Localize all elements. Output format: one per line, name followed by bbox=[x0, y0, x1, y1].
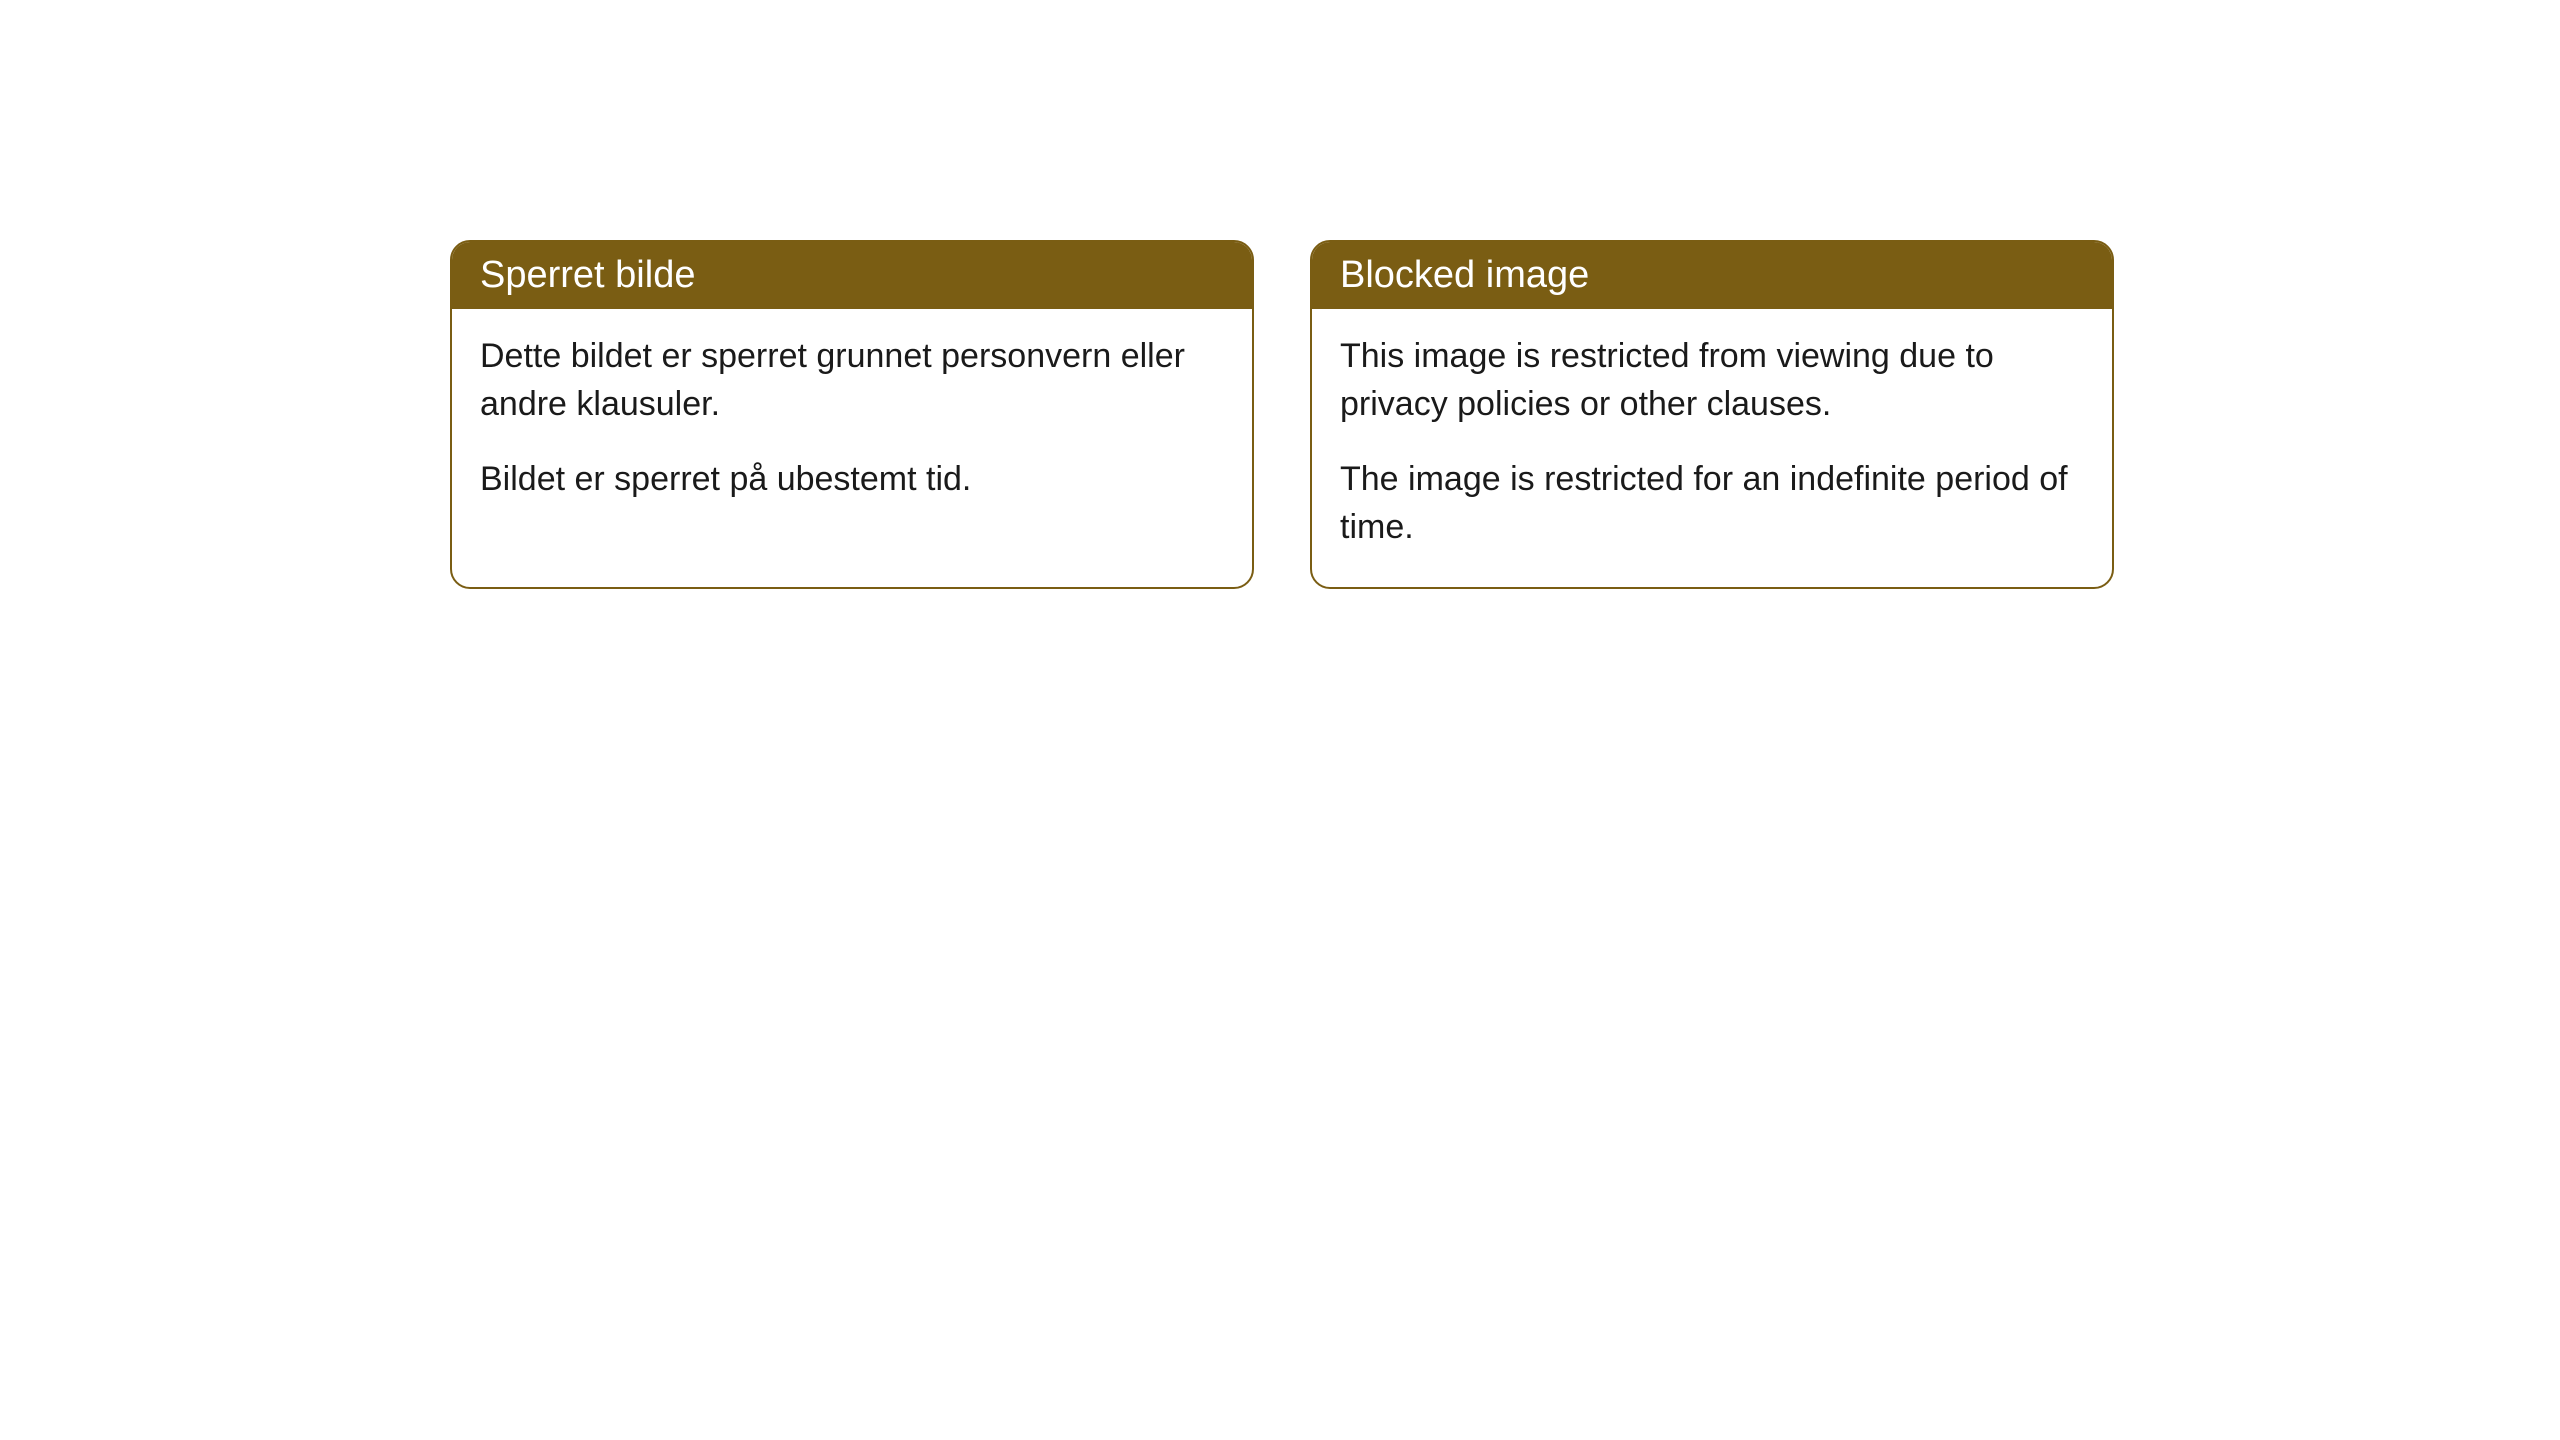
card-body-en: This image is restricted from viewing du… bbox=[1312, 309, 2112, 587]
card-header-no: Sperret bilde bbox=[452, 242, 1252, 309]
card-text-no-2: Bildet er sperret på ubestemt tid. bbox=[480, 456, 1224, 504]
card-title-no: Sperret bilde bbox=[480, 254, 695, 296]
blocked-image-card-no: Sperret bilde Dette bildet er sperret gr… bbox=[450, 240, 1254, 589]
notice-cards-container: Sperret bilde Dette bildet er sperret gr… bbox=[450, 240, 2560, 589]
card-title-en: Blocked image bbox=[1340, 254, 1589, 296]
card-text-en-2: The image is restricted for an indefinit… bbox=[1340, 456, 2084, 551]
card-text-no-1: Dette bildet er sperret grunnet personve… bbox=[480, 333, 1224, 428]
card-header-en: Blocked image bbox=[1312, 242, 2112, 309]
card-body-no: Dette bildet er sperret grunnet personve… bbox=[452, 309, 1252, 540]
blocked-image-card-en: Blocked image This image is restricted f… bbox=[1310, 240, 2114, 589]
card-text-en-1: This image is restricted from viewing du… bbox=[1340, 333, 2084, 428]
